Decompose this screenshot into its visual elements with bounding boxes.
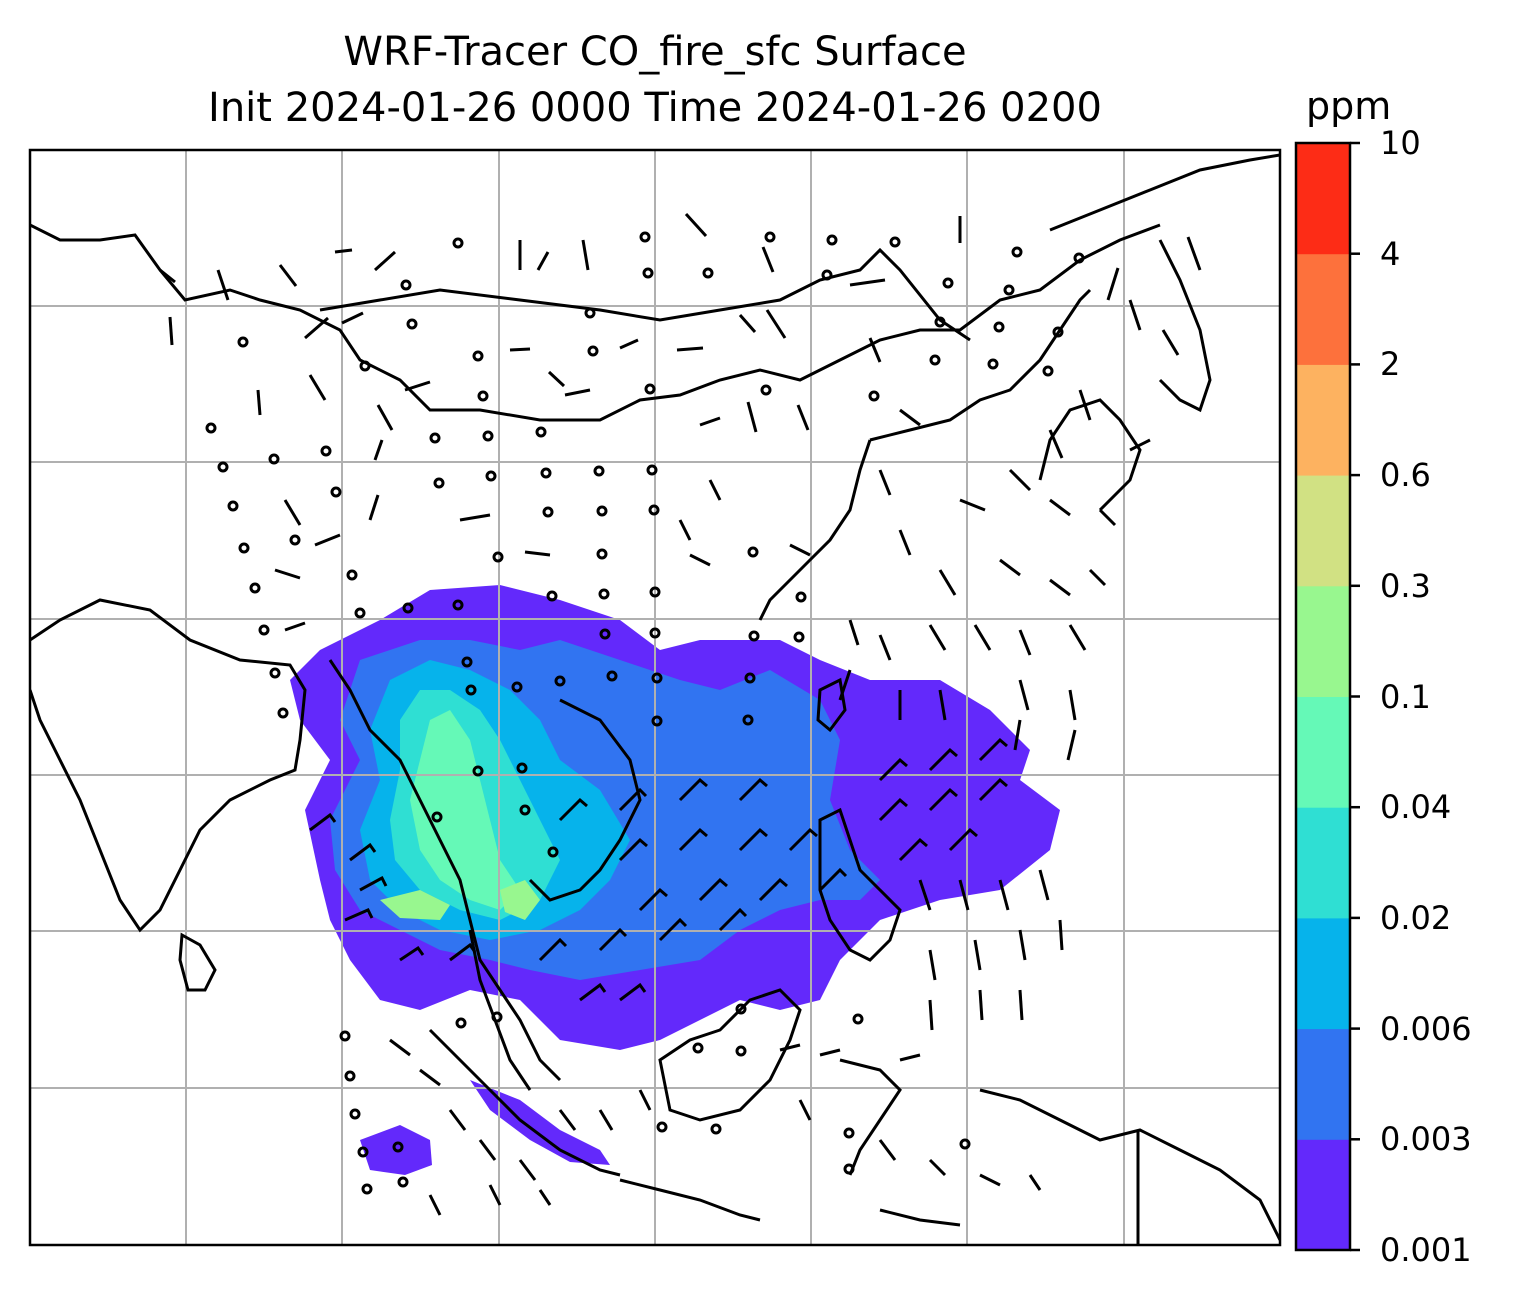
indochina [328, 659, 642, 1082]
colorbar-block-0.6 [1296, 364, 1350, 476]
colorbar-ticks [1350, 141, 1360, 1252]
china-coast [758, 288, 1092, 621]
colorbar-tick-label: 0.001 [1380, 1231, 1472, 1269]
taiwan [816, 677, 847, 733]
java [619, 1178, 761, 1222]
colorbar-block-0.3 [1296, 475, 1350, 587]
mongolia-border [319, 247, 971, 342]
new-guinea [979, 1088, 1280, 1241]
conc-level-0.001-small [470, 1080, 610, 1165]
co-concentration-fill [290, 585, 1060, 1175]
sri-lanka-coastline [178, 932, 217, 992]
colorbar-tick-label: 2 [1380, 345, 1401, 384]
colorbar-block-0.04 [1296, 696, 1350, 808]
map-title-line2: Init 2024-01-26 0000 Time 2024-01-26 020… [208, 85, 1102, 131]
colorbar-block-0.02 [1296, 807, 1350, 919]
colorbar-tick-label: 0.006 [1380, 1009, 1472, 1048]
india-coastline [30, 598, 307, 933]
colorbar-tick-label: 0.3 [1380, 566, 1431, 605]
sumatra [428, 1028, 621, 1177]
sulawesi [839, 1058, 902, 1176]
colorbar-block-2 [1296, 253, 1350, 365]
colorbar-block-0.001 [1296, 1139, 1350, 1251]
colorbar-tick-label: 4 [1380, 234, 1401, 273]
philippines [818, 807, 902, 962]
colorbar-tick-label: 0.04 [1380, 788, 1452, 827]
colorbar-tick-label: 0.003 [1380, 1120, 1472, 1159]
colorbar-block-0.006 [1296, 917, 1350, 1030]
russia-east [1049, 153, 1280, 232]
conc-level-0.1 [380, 890, 450, 920]
colorbar-block-0.003 [1296, 1028, 1350, 1140]
colorbar-unit-label: ppm [1306, 84, 1392, 128]
map-frame [28, 148, 1282, 1247]
timor [879, 1208, 961, 1227]
coastlines-and-borders [30, 153, 1280, 1245]
wind-barbs [159, 212, 1202, 1216]
colorbar-tick-label: 0.02 [1380, 898, 1452, 937]
borneo [658, 988, 802, 1122]
map-title-line1: WRF-Tracer CO_fire_sfc Surface [343, 29, 967, 75]
conc-level-0.04 [410, 710, 520, 910]
colorbar-tick-label: 10 [1380, 124, 1421, 162]
colorbar-block-0.1 [1296, 585, 1350, 697]
conc-level-0.1 [500, 880, 540, 920]
colorbar-tick-label: 0.1 [1380, 677, 1431, 716]
colorbar-block-4 [1296, 143, 1350, 255]
colorbar-blocks [1296, 143, 1350, 1251]
colorbar-tick-label: 0.6 [1380, 456, 1431, 495]
north-border [30, 223, 1161, 422]
